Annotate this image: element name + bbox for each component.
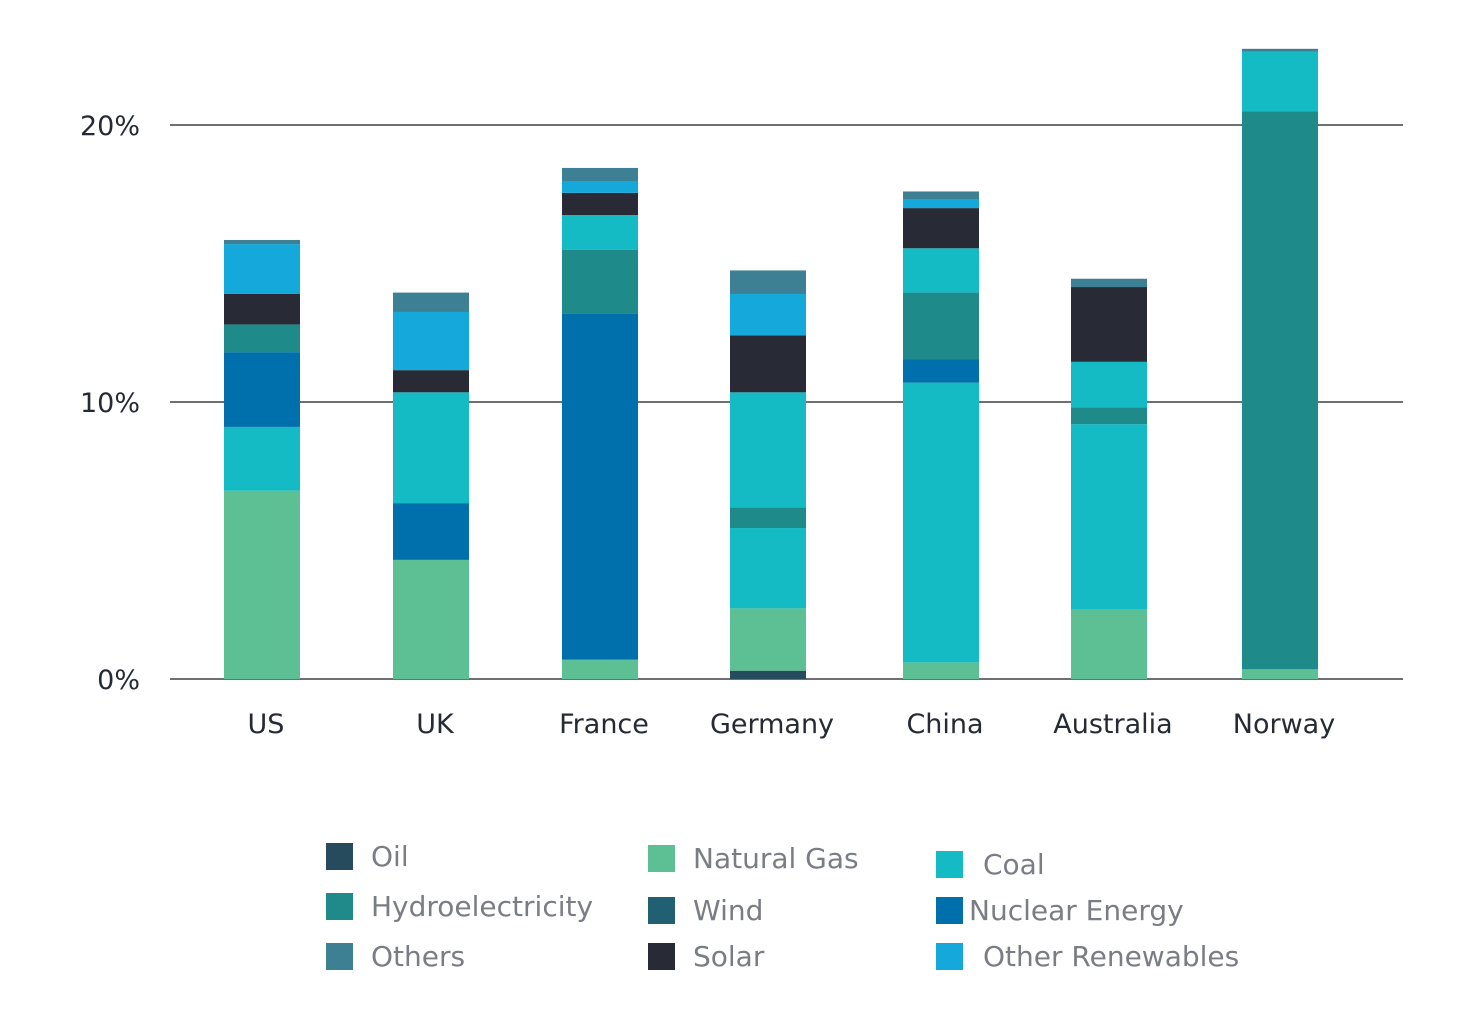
bar-norway <box>1242 48 1318 679</box>
bar-segment-china-natural-gas <box>903 662 979 679</box>
bar-segment-china-coal <box>903 382 979 663</box>
legend-item-natural-gas: Natural Gas <box>648 842 859 875</box>
bar-segment-us-nuclear-energy <box>224 352 300 427</box>
x-tick-label-norway: Norway <box>1233 709 1335 740</box>
bar-australia <box>1071 278 1147 679</box>
bar-segment-france-solar <box>562 192 638 216</box>
x-tick-label-china: China <box>906 709 983 740</box>
legend-label: Others <box>371 940 466 973</box>
bar-segment-australia-solar <box>1071 287 1147 362</box>
bar-segment-germany-solar <box>730 335 806 393</box>
bar-segment-norway-coal <box>1242 51 1318 112</box>
bar-segment-france-nuclear-energy <box>562 313 638 660</box>
bar-segment-uk-nuclear-energy <box>393 503 469 560</box>
bar-segment-china-coal <box>903 248 979 293</box>
legend-label: Solar <box>693 940 765 973</box>
bar-segment-norway-hydroelectricity <box>1242 111 1318 670</box>
legend-swatch-oil <box>326 843 353 870</box>
bar-segment-australia-coal <box>1071 361 1147 408</box>
y-tick-label: 0% <box>97 665 140 696</box>
legend-swatch-others <box>326 943 353 970</box>
bar-segment-australia-natural-gas <box>1071 609 1147 679</box>
legend-item-hydroelectricity: Hydroelectricity <box>326 890 593 923</box>
bar-segment-norway-others <box>1242 48 1318 52</box>
legend-item-nuclear-energy: Nuclear Energy <box>936 894 1184 927</box>
legend-item-other-renewables: Other Renewables <box>936 940 1239 973</box>
bar-segment-germany-other-renewables <box>730 293 806 336</box>
x-axis-ticks: US UK France Germany China Australia Norway <box>248 709 1336 740</box>
legend-swatch-nuclear-energy <box>936 897 963 924</box>
bar-segment-australia-coal <box>1071 424 1147 610</box>
bar-segment-china-others <box>903 191 979 200</box>
bar-segment-uk-others <box>393 292 469 312</box>
legend-item-oil: Oil <box>326 840 409 873</box>
bar-segment-germany-hydroelectricity <box>730 507 806 529</box>
bar-segment-germany-coal <box>730 528 806 609</box>
legend-label: Hydroelectricity <box>371 890 594 923</box>
bar-china <box>903 191 979 679</box>
legend-item-solar: Solar <box>648 940 764 973</box>
bar-segment-norway-natural-gas <box>1242 669 1318 679</box>
bar-segment-china-nuclear-energy <box>903 359 979 383</box>
legend-swatch-coal <box>936 851 963 878</box>
bar-segment-germany-natural-gas <box>730 608 806 671</box>
legend-label: Nuclear Energy <box>969 894 1184 927</box>
bar-segment-uk-coal <box>393 392 469 504</box>
bar-segment-us-hydroelectricity <box>224 324 300 353</box>
bar-segment-china-solar <box>903 208 979 249</box>
bar-germany <box>730 270 806 679</box>
bar-segment-germany-others <box>730 270 806 294</box>
legend-item-others: Others <box>326 940 465 973</box>
x-tick-label-uk: UK <box>416 709 455 740</box>
legend-swatch-other-renewables <box>936 943 963 970</box>
bar-segment-china-other-renewables <box>903 199 979 209</box>
bar-segment-us-solar <box>224 293 300 325</box>
bar-us <box>224 239 300 679</box>
bar-segment-france-others <box>562 167 638 182</box>
bar-segment-france-hydroelectricity <box>562 249 638 314</box>
legend-swatch-wind <box>648 897 675 924</box>
x-tick-label-australia: Australia <box>1053 709 1172 740</box>
bar-segment-france-natural-gas <box>562 659 638 679</box>
legend-label: Wind <box>693 894 764 927</box>
bar-segment-australia-hydroelectricity <box>1071 407 1147 425</box>
legend-item-coal: Coal <box>936 848 1045 881</box>
legend-label: Oil <box>371 840 409 873</box>
bar-segment-us-coal <box>224 426 300 491</box>
legend-swatch-solar <box>648 943 675 970</box>
bar-segment-china-hydroelectricity <box>903 292 979 360</box>
legend-swatch-natural-gas <box>648 845 675 872</box>
bar-segment-france-other-renewables <box>562 181 638 193</box>
bar-segment-germany-oil <box>730 670 806 679</box>
y-tick-label: 10% <box>80 388 140 419</box>
legend-label: Coal <box>983 848 1045 881</box>
x-tick-label-germany: Germany <box>710 709 834 740</box>
bar-segment-germany-coal <box>730 392 806 508</box>
legend-item-wind: Wind <box>648 894 763 927</box>
bar-segment-australia-others <box>1071 278 1147 288</box>
legend-swatch-hydroelectricity <box>326 893 353 920</box>
x-tick-label-us: US <box>248 709 285 740</box>
y-tick-label: 20% <box>80 111 140 142</box>
bar-segment-us-other-renewables <box>224 244 300 294</box>
bar-segment-france-coal <box>562 215 638 250</box>
bar-france <box>562 167 638 679</box>
legend-label: Natural Gas <box>693 842 859 875</box>
bar-segment-uk-natural-gas <box>393 559 469 679</box>
bar-segment-us-natural-gas <box>224 490 300 679</box>
bars <box>224 48 1318 679</box>
legend-label: Other Renewables <box>983 940 1240 973</box>
x-tick-label-france: France <box>559 709 649 740</box>
bar-segment-uk-solar <box>393 370 469 393</box>
bar-segment-uk-other-renewables <box>393 311 469 371</box>
bar-uk <box>393 292 469 679</box>
bar-segment-us-others <box>224 239 300 245</box>
y-axis-ticks: 0% 10% 20% <box>80 111 140 696</box>
